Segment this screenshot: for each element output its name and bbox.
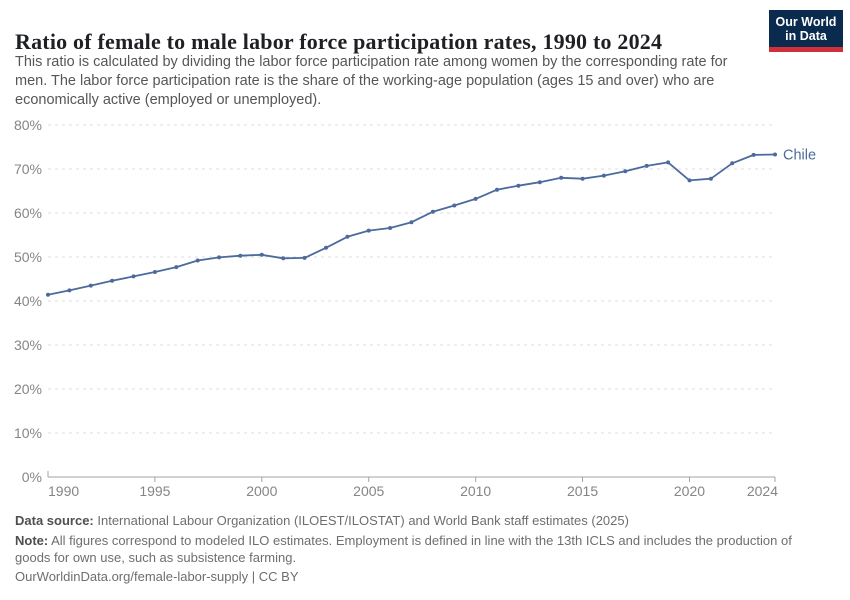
series-end-label: Chile (783, 147, 816, 163)
data-source-line: Data source: International Labour Organi… (15, 513, 629, 528)
data-point (666, 160, 671, 165)
data-source-label: Data source: (15, 513, 94, 528)
data-point (516, 183, 521, 188)
y-tick-label: 60% (14, 205, 42, 221)
data-point (580, 176, 585, 181)
data-point (430, 209, 435, 214)
x-tick-label: 2000 (246, 483, 277, 499)
x-tick-label: 1990 (48, 483, 79, 499)
data-point (88, 283, 93, 288)
note-text-1: All figures correspond to modeled ILO es… (51, 533, 792, 548)
footer-license: CC BY (258, 569, 299, 584)
chart-subtitle: This ratio is calculated by dividing the… (15, 53, 775, 110)
owid-logo[interactable]: Our World in Data (769, 10, 843, 52)
data-point (217, 255, 222, 260)
data-point (537, 180, 542, 185)
data-point (409, 220, 414, 225)
data-point (46, 292, 50, 297)
data-point (495, 187, 499, 192)
line-series-chile (47, 153, 776, 296)
footer-url-link[interactable]: OurWorldinData.org/female-labor-supply (15, 569, 249, 584)
data-point (366, 228, 371, 233)
data-point (345, 234, 350, 239)
y-tick-label: 30% (14, 337, 42, 353)
x-tick-label: 2005 (353, 483, 384, 499)
y-tick-label: 50% (14, 249, 42, 265)
data-point (601, 173, 606, 178)
data-point (195, 258, 200, 263)
data-point (452, 203, 457, 208)
y-tick-label: 10% (14, 425, 42, 441)
y-tick-label: 80% (14, 117, 42, 133)
data-point (473, 196, 478, 201)
data-point (324, 245, 328, 250)
subtitle-line: men. The labor force participation rate … (15, 73, 715, 89)
data-point (259, 252, 264, 257)
y-tick-label: 70% (14, 161, 42, 177)
x-tick-label: 2020 (674, 483, 705, 499)
data-point (644, 163, 649, 168)
data-point (67, 288, 72, 293)
footer-separator: | (251, 569, 256, 584)
owid-logo-line2: in Data (785, 29, 827, 43)
data-point (687, 178, 692, 183)
data-point (174, 265, 179, 270)
data-point (238, 253, 243, 258)
x-tick-label: 1995 (139, 483, 170, 499)
data-point (730, 161, 735, 166)
x-tick-label: 2010 (460, 483, 491, 499)
chart-canvas: 0% 10% 20% 30% 40% 50% 60% 70% 80% 1990 1995 2000 20… (14, 117, 816, 499)
data-point (623, 169, 628, 174)
data-source-text: International Labour Organization (ILOES… (97, 513, 629, 528)
owid-logo-line1: Our World (775, 15, 837, 29)
x-tick-label: 2024 (747, 483, 778, 499)
data-point (559, 175, 564, 180)
x-tick-label: 2015 (567, 483, 598, 499)
data-point (751, 152, 756, 157)
data-point (281, 256, 286, 261)
data-point (302, 255, 307, 260)
data-point (110, 278, 115, 283)
note-line-1: Note: All figures correspond to modeled … (15, 533, 792, 548)
data-point (388, 226, 393, 230)
subtitle-line: economically active (employed or unemplo… (15, 92, 322, 108)
note-line-2: goods for own use, such as subsistence f… (15, 550, 296, 565)
data-point (131, 274, 136, 279)
y-tick-label: 0% (22, 469, 42, 485)
owid-logo-text: Our World in Data (769, 10, 843, 47)
data-point (773, 152, 777, 157)
chart-title: Ratio of female to male labor force part… (15, 28, 663, 54)
y-tick-label: 40% (14, 293, 42, 309)
note-text-2: goods for own use, such as subsistence f… (15, 550, 297, 565)
footer-url-line: OurWorldinData.org/female-labor-supply |… (15, 569, 299, 584)
subtitle-line: This ratio is calculated by dividing the… (15, 54, 728, 70)
owid-logo-red-bar (769, 47, 843, 52)
data-point (708, 176, 713, 181)
note-label: Note: (15, 533, 49, 548)
y-tick-label: 20% (14, 381, 42, 397)
data-point (152, 270, 157, 274)
